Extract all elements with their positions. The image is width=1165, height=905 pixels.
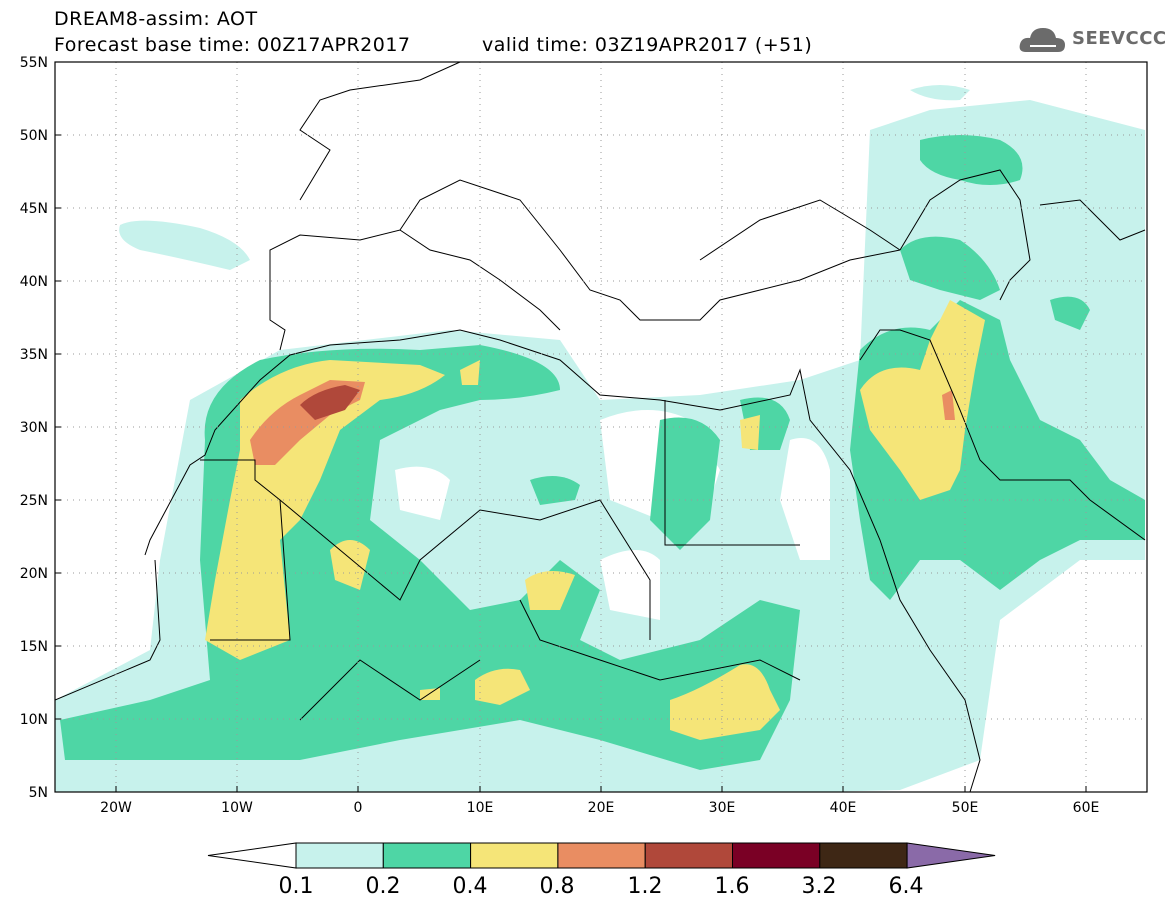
lat-label: 40N xyxy=(20,274,48,290)
lon-label: 40E xyxy=(830,800,857,816)
lon-label: 20E xyxy=(588,800,615,816)
lon-label: 30E xyxy=(709,800,736,816)
colorbar-label: 0.4 xyxy=(453,874,488,899)
valid-time: valid time: 03Z19APR2017 (+51) xyxy=(482,34,813,56)
colorbar-label: 0.2 xyxy=(366,874,401,899)
colorbar-label: 1.2 xyxy=(628,874,663,899)
lon-label: 0 xyxy=(354,800,363,816)
lat-label: 35N xyxy=(20,347,48,363)
lat-label: 30N xyxy=(20,420,48,436)
colorbar-swatch xyxy=(557,842,646,869)
colorbar-swatch xyxy=(732,842,821,869)
colorbar-label: 3.2 xyxy=(802,874,837,899)
colorbar-swatch xyxy=(470,842,559,869)
aot-level-1.2 xyxy=(300,385,360,420)
coastlines xyxy=(55,62,1146,792)
title-line-1: DREAM8-assim: AOT xyxy=(54,8,258,30)
colorbar-label: 6.4 xyxy=(889,874,924,899)
grid xyxy=(55,62,1147,792)
colorbar-label: 1.6 xyxy=(715,874,750,899)
colorbar-arrow-high xyxy=(906,842,996,869)
lat-labels: 55N 50N 45N 40N 35N 30N 25N 20N 15N 10N … xyxy=(20,55,48,801)
lat-label: 25N xyxy=(20,493,48,509)
lon-label: 20W xyxy=(100,800,132,816)
colorbar-swatch xyxy=(644,842,734,869)
colorbar-label: 0.1 xyxy=(279,874,314,899)
colorbar-arrow-low xyxy=(207,842,297,869)
colorbar-swatch xyxy=(382,842,472,869)
colorbar-labels: 0.1 0.2 0.4 0.8 1.2 1.6 3.2 6.4 xyxy=(279,874,924,899)
logo-text: SEEVCCC xyxy=(1072,28,1165,49)
lon-label: 60E xyxy=(1073,800,1100,816)
colorbar-label: 0.8 xyxy=(540,874,575,899)
lon-labels: 20W 10W 0 10E 20E 30E 40E 50E 60E xyxy=(100,800,1099,816)
lat-label: 50N xyxy=(20,128,48,144)
seevccc-logo: SEEVCCC xyxy=(1018,22,1165,58)
colorbar-swatches xyxy=(207,842,996,869)
lat-label: 55N xyxy=(20,55,48,71)
lat-label: 10N xyxy=(20,712,48,728)
lon-label: 10E xyxy=(467,800,494,816)
aot-fields xyxy=(55,85,1145,792)
lat-label: 5N xyxy=(29,785,48,801)
lat-label: 15N xyxy=(20,639,48,655)
lon-label: 50E xyxy=(952,800,979,816)
cloud-icon xyxy=(1019,28,1065,52)
lat-label: 20N xyxy=(20,566,48,582)
lat-label: 45N xyxy=(20,201,48,217)
colorbar-swatch xyxy=(819,842,908,869)
colorbar-swatch xyxy=(295,842,384,869)
lon-label: 10W xyxy=(221,800,253,816)
title-line-2: Forecast base time: 00Z17APR2017 xyxy=(54,34,411,56)
